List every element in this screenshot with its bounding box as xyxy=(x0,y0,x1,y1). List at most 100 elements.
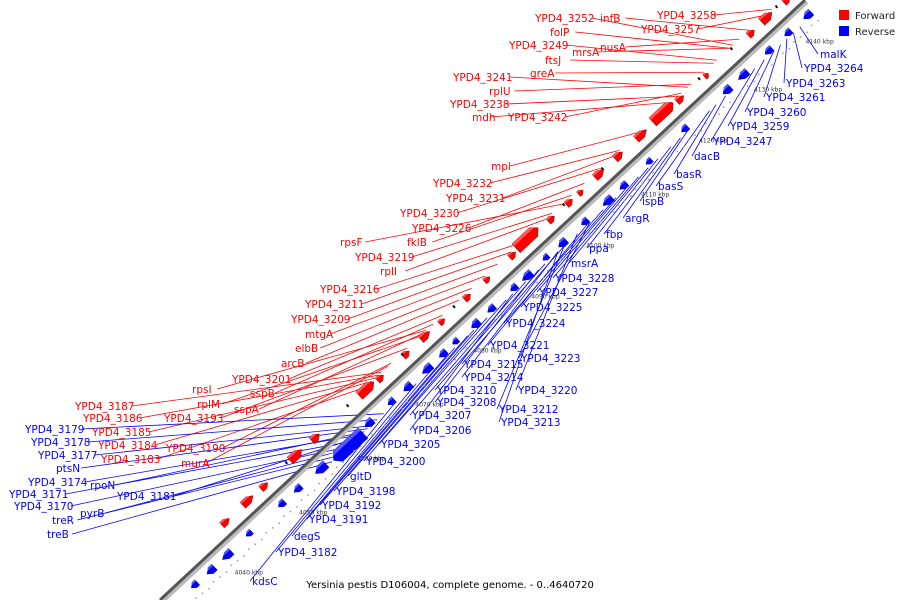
gene-highlight xyxy=(419,362,430,373)
gene-highlight xyxy=(592,166,603,177)
forward-gene xyxy=(674,93,684,105)
gene-arrow xyxy=(722,83,734,95)
forward-gene-label: YPD4_3226 xyxy=(411,223,472,235)
forward-leader-line xyxy=(625,38,740,48)
reverse-leader-line xyxy=(70,446,349,507)
reverse-gene-label: YPD4_3264 xyxy=(803,63,864,75)
minor-tick xyxy=(313,489,316,492)
gene-highlight xyxy=(355,378,373,394)
reverse-leader-line xyxy=(520,197,617,308)
minor-tick xyxy=(296,506,298,508)
forward-leader-line xyxy=(259,332,424,410)
gene-arrow xyxy=(510,282,520,292)
reverse-gene-label: YPD4_3214 xyxy=(463,372,524,384)
reverse-leader-line xyxy=(105,449,346,514)
forward-gene xyxy=(563,196,573,208)
reverse-leader-line xyxy=(275,383,417,553)
gene-arrow xyxy=(558,236,570,248)
minor-tick xyxy=(388,417,391,419)
reverse-gene xyxy=(485,303,498,313)
minor-tick xyxy=(419,391,421,394)
minor-tick xyxy=(722,106,725,108)
forward-gene-label: YPD4_3231 xyxy=(445,193,505,205)
reverse-gene-label: YPD4_3170 xyxy=(13,501,73,513)
forward-leader-line xyxy=(597,47,730,53)
forward-gene-label: YPD4_3190 xyxy=(165,443,225,455)
minor-tick xyxy=(371,433,373,436)
gene-arrow xyxy=(417,331,430,343)
gene-highlight xyxy=(644,157,651,164)
minor-tick xyxy=(377,428,380,431)
minor-tick xyxy=(564,253,567,256)
forward-gene xyxy=(239,492,254,509)
reverse-leader-line xyxy=(306,353,449,520)
reverse-leader-line xyxy=(783,38,788,84)
forward-leader-line xyxy=(411,212,553,258)
gene-arrow xyxy=(387,396,397,406)
minor-tick xyxy=(518,298,520,300)
reverse-gene-label: treB xyxy=(47,529,69,541)
forward-gene-label: mrsA xyxy=(572,47,600,59)
minor-tick xyxy=(225,571,228,574)
gene-highlight xyxy=(244,529,251,536)
reverse-gene xyxy=(519,269,535,281)
reverse-gene xyxy=(735,68,751,80)
gene-arrow xyxy=(439,348,449,358)
minor-tick xyxy=(423,384,426,387)
gene-highlight xyxy=(287,446,301,459)
forward-gene-label: rplI xyxy=(380,266,397,278)
minor-tick xyxy=(265,531,268,534)
minor-tick xyxy=(289,510,292,513)
reverse-leader-line xyxy=(639,131,688,202)
kbp-tick-label: 4130 kbp xyxy=(754,87,782,94)
legend-forward-swatch xyxy=(839,10,849,20)
forward-gene xyxy=(576,187,584,197)
forward-leader-line xyxy=(506,95,679,105)
legend-reverse-label: Reverse xyxy=(855,27,895,38)
reverse-gene-label: YPD4_3171 xyxy=(8,489,68,501)
gene-highlight xyxy=(762,45,771,53)
minor-tick xyxy=(401,407,404,410)
gene-highlight xyxy=(362,417,372,426)
reverse-gene xyxy=(276,498,288,508)
reverse-gene-label: rpoN xyxy=(90,480,115,492)
reverse-leader-line xyxy=(72,461,333,535)
minor-tick xyxy=(711,118,714,120)
reverse-gene-label: YPD4_3224 xyxy=(505,318,566,330)
reverse-leader-line xyxy=(87,419,378,443)
gene-highlight xyxy=(436,348,445,356)
reverse-gene xyxy=(555,236,570,248)
gene-highlight xyxy=(276,498,284,506)
gene-arrow xyxy=(745,29,755,39)
reverse-gene-label: YPD4_3200 xyxy=(365,456,425,468)
minor-tick xyxy=(683,146,685,148)
minor-tick xyxy=(648,178,650,181)
minor-tick xyxy=(353,450,355,452)
minor-tick xyxy=(307,494,309,496)
reverse-gene-label: YPD4_3208 xyxy=(436,397,496,409)
forward-leader-line xyxy=(502,155,614,199)
forward-gene-label: mtgA xyxy=(305,329,334,341)
minor-tick xyxy=(300,499,303,501)
gene-arrow xyxy=(581,216,591,226)
reverse-gene xyxy=(204,563,218,575)
reverse-leader-line xyxy=(622,137,681,219)
forward-gene xyxy=(437,316,445,327)
minor-tick xyxy=(318,482,320,485)
minor-tick xyxy=(546,270,549,272)
map-caption: Yersinia pestis D106004, complete genome… xyxy=(305,580,594,591)
reverse-gene xyxy=(244,528,254,537)
reverse-leader-line xyxy=(434,269,539,403)
minor-tick xyxy=(500,314,503,316)
forward-leader-line xyxy=(625,17,749,31)
forward-leader-line xyxy=(222,362,392,449)
minor-tick xyxy=(331,473,333,475)
forward-gene-label: rplM xyxy=(197,399,220,411)
minor-tick xyxy=(529,286,531,288)
reverse-gene xyxy=(801,8,815,20)
forward-gene-label: rpsI xyxy=(192,384,212,396)
forward-gene-label: YPD4_3184 xyxy=(97,440,158,452)
gene-arrow xyxy=(471,317,482,329)
reverse-gene-label: YPD4_3247 xyxy=(712,136,772,148)
forward-leader-line xyxy=(555,71,704,74)
